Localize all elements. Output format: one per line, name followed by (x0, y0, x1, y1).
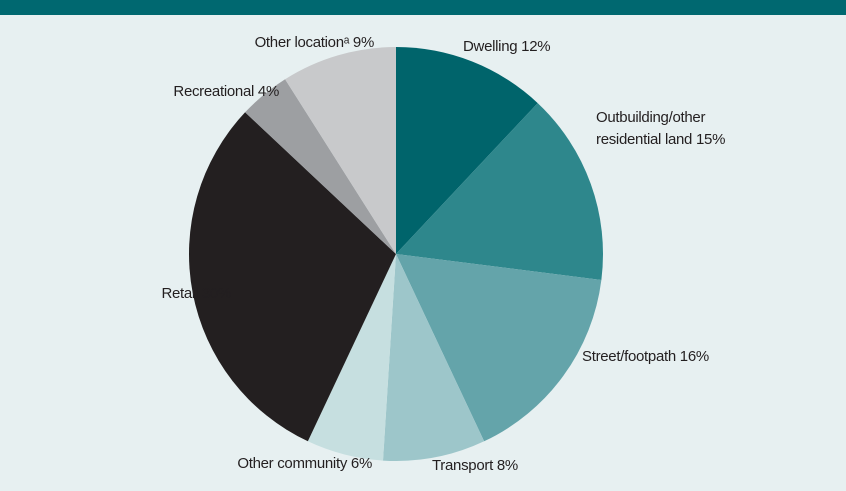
slice-label: Transport 8% (432, 455, 518, 477)
value-label: 9% (352, 34, 374, 51)
slice-label: Street/footpath 16% (582, 346, 709, 368)
pie-slice (188, 112, 396, 442)
value-label: 12% (521, 38, 551, 55)
category-name: Dwelling (463, 38, 518, 55)
pie-slice (396, 103, 603, 280)
category-name: Retail (161, 285, 198, 302)
category-name: Street/footpath (582, 348, 676, 365)
value-label: 16% (679, 348, 709, 365)
header-band (0, 0, 846, 15)
pie-slice (396, 254, 602, 442)
pie-slice (245, 79, 396, 254)
pie-slice (383, 254, 485, 461)
value-label: 4% (257, 83, 279, 100)
pie-slice (307, 254, 396, 461)
category-name: Recreational (173, 83, 255, 100)
slice-label: Recreational 4% (173, 81, 279, 103)
slice-label: Retail 30% (161, 283, 231, 305)
category-name: Transport (432, 457, 493, 474)
slice-label: Other locationᵃ 9% (254, 32, 375, 54)
value-label: 30% (201, 285, 231, 302)
category-name: Other community (237, 455, 348, 472)
category-name: Outbuilding/other residential land (596, 109, 706, 148)
value-label: 15% (695, 131, 726, 148)
slice-label: Outbuilding/other residential land 15% (596, 107, 761, 151)
value-label: 8% (496, 457, 518, 474)
category-name: Other locationᵃ (254, 34, 350, 51)
pie-slice (396, 47, 538, 254)
pie-slice (285, 47, 396, 254)
slice-label: Other community 6% (237, 453, 372, 475)
slice-label: Dwelling 12% (463, 36, 551, 58)
value-label: 6% (350, 455, 372, 472)
